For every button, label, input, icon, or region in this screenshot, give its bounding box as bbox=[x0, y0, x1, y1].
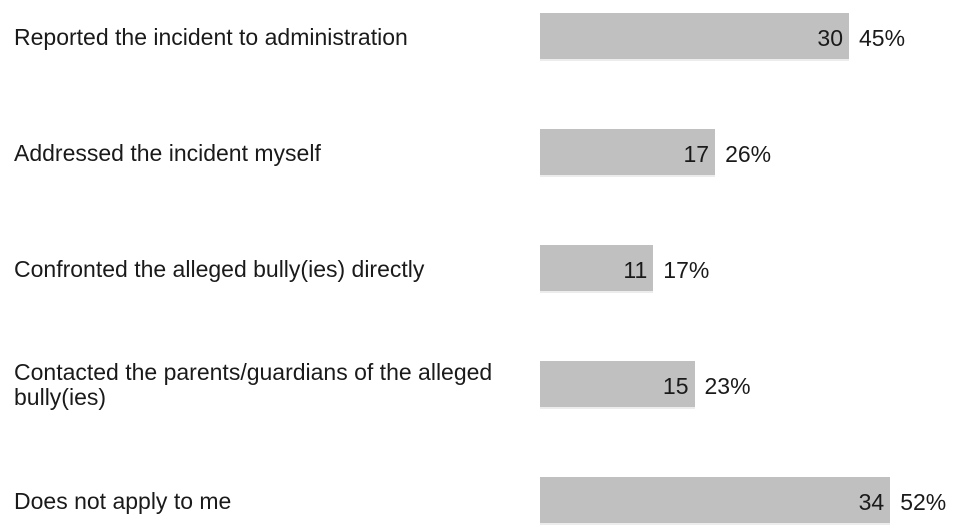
percentage-label: 45% bbox=[859, 25, 906, 51]
count-label: 15 bbox=[662, 373, 689, 399]
category-label: Addressed the incident myself bbox=[14, 139, 321, 166]
count-label: 11 bbox=[623, 257, 648, 283]
percentage-label: 26% bbox=[725, 141, 772, 167]
category-label: Reported the incident to administration bbox=[14, 23, 408, 50]
percentage-label: 23% bbox=[704, 373, 751, 399]
bar bbox=[540, 361, 695, 409]
category-label: Contacted the parents/guardians of the a… bbox=[14, 359, 493, 410]
bar-row: Does not apply to me 34 52% bbox=[0, 477, 974, 525]
count-label: 17 bbox=[683, 141, 710, 167]
percentage-label: 52% bbox=[900, 489, 947, 515]
count-label: 30 bbox=[817, 25, 843, 51]
bar-row: Addressed the incident myself 17 26% bbox=[0, 129, 974, 177]
bar bbox=[540, 245, 654, 293]
category-label: Does not apply to me bbox=[14, 487, 232, 514]
bar bbox=[540, 129, 716, 177]
bar-row: Contacted the parents/guardians of the a… bbox=[0, 359, 974, 410]
percentage-label: 17% bbox=[663, 257, 710, 283]
bar bbox=[540, 13, 849, 61]
bar-row: Reported the incident to administration 3… bbox=[0, 13, 974, 61]
bar-row: Confronted the alleged bully(ies) direct… bbox=[0, 245, 974, 293]
count-label: 34 bbox=[858, 489, 885, 515]
category-label: Confronted the alleged bully(ies) direct… bbox=[14, 255, 425, 282]
